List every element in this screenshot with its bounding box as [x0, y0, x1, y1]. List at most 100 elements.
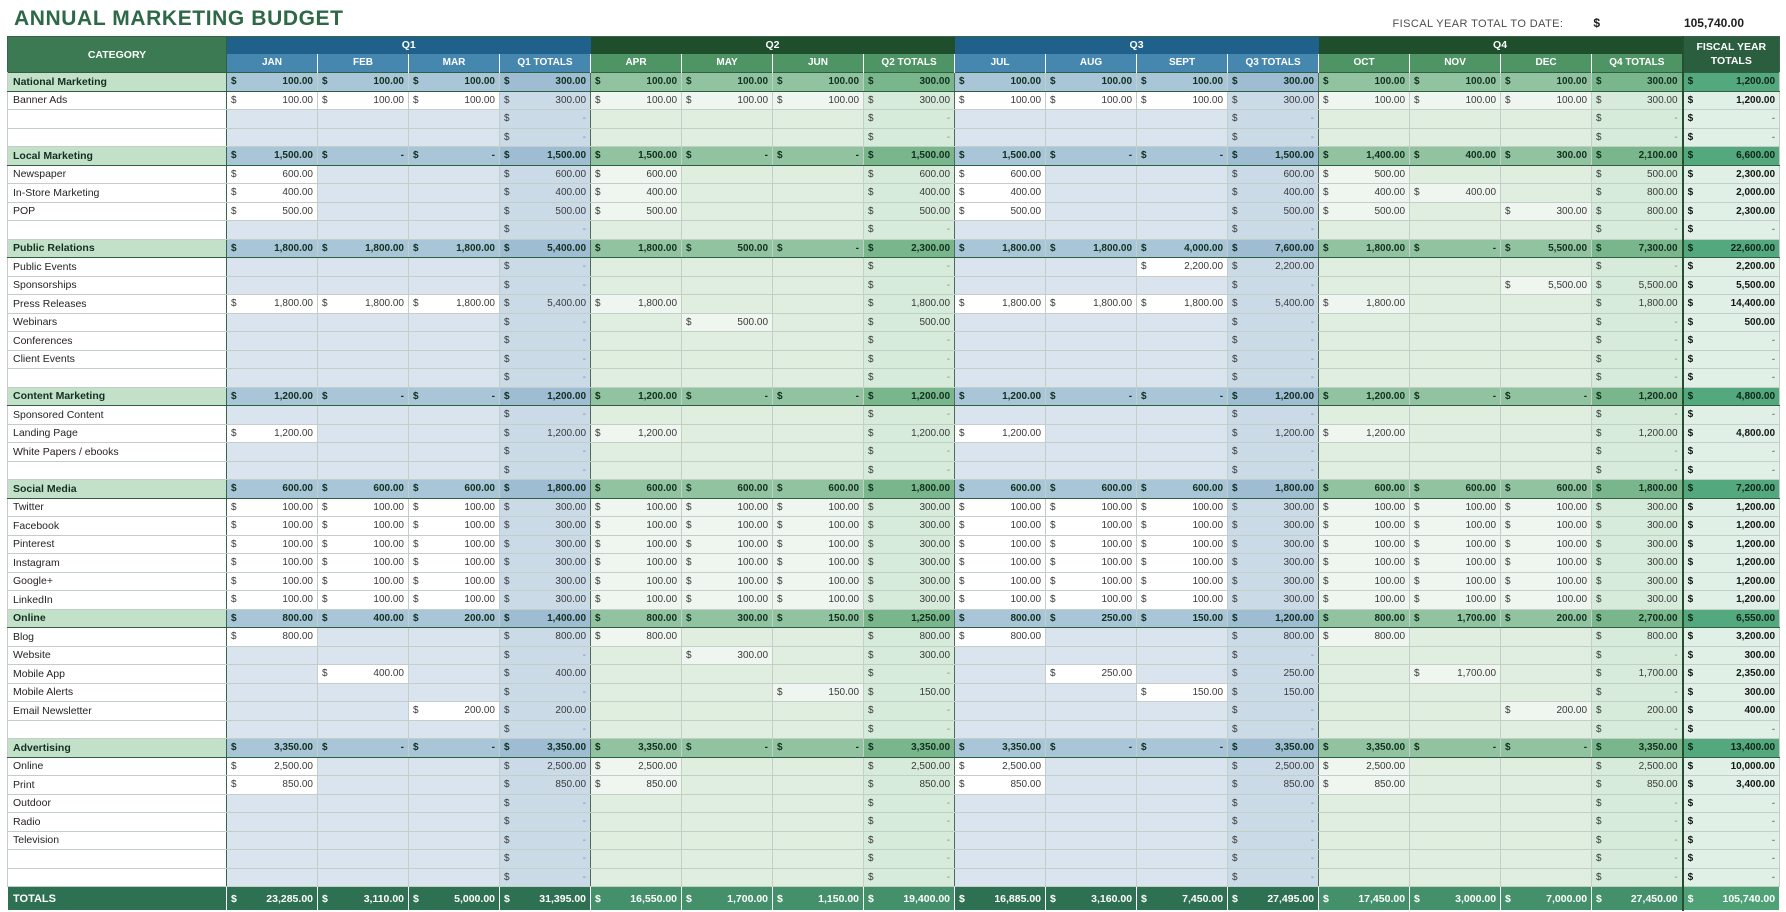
budget-cell[interactable]: $400.00: [498, 183, 592, 203]
budget-cell[interactable]: $300.00: [863, 72, 956, 92]
budget-cell[interactable]: [590, 664, 683, 684]
budget-cell[interactable]: $ -: [1409, 238, 1502, 258]
budget-cell[interactable]: $2,500.00: [1227, 756, 1320, 776]
budget-cell[interactable]: [1318, 812, 1411, 832]
budget-cell[interactable]: [1409, 849, 1502, 869]
budget-cell[interactable]: [681, 368, 774, 388]
budget-cell[interactable]: [226, 460, 318, 480]
budget-cell[interactable]: $ -: [498, 645, 592, 665]
budget-cell[interactable]: $200.00: [1591, 701, 1684, 721]
budget-cell[interactable]: $400.00: [1681, 701, 1781, 721]
budget-cell[interactable]: $1,800.00: [408, 294, 500, 314]
budget-cell[interactable]: [408, 368, 500, 388]
budget-cell[interactable]: $ -: [1591, 442, 1684, 462]
budget-cell[interactable]: [1409, 109, 1502, 129]
budget-cell[interactable]: $ -: [498, 275, 592, 295]
budget-cell[interactable]: [317, 405, 409, 425]
budget-cell[interactable]: $ -: [863, 368, 956, 388]
budget-cell[interactable]: $ -: [1409, 386, 1502, 406]
budget-cell[interactable]: [1500, 164, 1593, 184]
budget-cell[interactable]: [408, 664, 500, 684]
month-header-aug[interactable]: AUG: [1045, 53, 1137, 73]
budget-cell[interactable]: $2,500.00: [1591, 756, 1684, 776]
budget-cell[interactable]: [317, 275, 409, 295]
budget-cell[interactable]: $2,500.00: [498, 756, 592, 776]
budget-cell[interactable]: $100.00: [954, 90, 1047, 110]
budget-cell[interactable]: $ -: [498, 460, 592, 480]
budget-cell[interactable]: [954, 682, 1047, 702]
budget-cell[interactable]: $1,800.00: [226, 294, 318, 314]
budget-cell[interactable]: $ -: [1681, 127, 1781, 147]
totals-cell[interactable]: $31,395.00: [498, 886, 592, 911]
budget-cell[interactable]: [681, 701, 774, 721]
budget-cell[interactable]: $7,200.00: [1681, 479, 1781, 499]
budget-cell[interactable]: $600.00: [1227, 164, 1320, 184]
budget-cell[interactable]: $1,200.00: [1681, 571, 1781, 591]
budget-cell[interactable]: $100.00: [772, 571, 865, 591]
budget-cell[interactable]: $ -: [681, 146, 774, 166]
budget-cell[interactable]: $1,400.00: [1318, 146, 1411, 166]
budget-cell[interactable]: [1136, 849, 1229, 869]
budget-cell[interactable]: $ -: [772, 738, 865, 758]
budget-cell[interactable]: [317, 849, 409, 869]
totals-cell[interactable]: $16,885.00: [954, 886, 1047, 911]
budget-cell[interactable]: $100.00: [226, 516, 318, 536]
budget-cell[interactable]: [954, 349, 1047, 369]
budget-cell[interactable]: $500.00: [1227, 201, 1320, 221]
budget-cell[interactable]: [1045, 127, 1138, 147]
budget-cell[interactable]: $ -: [863, 719, 956, 739]
budget-cell[interactable]: $150.00: [772, 682, 865, 702]
budget-cell[interactable]: $1,200.00: [863, 386, 956, 406]
budget-cell[interactable]: [1500, 849, 1593, 869]
budget-cell[interactable]: [681, 775, 774, 795]
budget-cell[interactable]: $1,800.00: [954, 294, 1047, 314]
month-header-jan[interactable]: JAN: [226, 53, 318, 73]
budget-cell[interactable]: [1500, 349, 1593, 369]
budget-cell[interactable]: $100.00: [1045, 516, 1138, 536]
budget-cell[interactable]: [1409, 682, 1502, 702]
budget-cell[interactable]: [1045, 701, 1138, 721]
budget-cell[interactable]: $100.00: [317, 90, 409, 110]
budget-cell[interactable]: [954, 701, 1047, 721]
budget-cell[interactable]: $100.00: [226, 553, 318, 573]
budget-cell[interactable]: $ -: [1681, 405, 1781, 425]
budget-cell[interactable]: [681, 127, 774, 147]
budget-cell[interactable]: [226, 645, 318, 665]
budget-cell[interactable]: $200.00: [408, 608, 500, 628]
budget-cell[interactable]: $100.00: [1045, 72, 1138, 92]
totals-cell[interactable]: $3,110.00: [317, 886, 409, 911]
budget-cell[interactable]: [954, 257, 1047, 277]
budget-cell[interactable]: $ -: [498, 793, 592, 813]
budget-cell[interactable]: $500.00: [1318, 164, 1411, 184]
budget-cell[interactable]: [772, 645, 865, 665]
budget-cell[interactable]: $ -: [1136, 146, 1229, 166]
budget-cell[interactable]: [1409, 312, 1502, 332]
budget-cell[interactable]: $100.00: [226, 571, 318, 591]
budget-cell[interactable]: [1409, 331, 1502, 351]
budget-cell[interactable]: [590, 849, 683, 869]
row-label[interactable]: Public Events: [7, 257, 227, 277]
totals-cell[interactable]: $1,150.00: [772, 886, 865, 911]
budget-cell[interactable]: [1136, 405, 1229, 425]
budget-cell[interactable]: [590, 275, 683, 295]
budget-cell[interactable]: [1136, 349, 1229, 369]
budget-cell[interactable]: [954, 867, 1047, 887]
budget-cell[interactable]: $300.00: [1591, 90, 1684, 110]
budget-cell[interactable]: $ -: [408, 386, 500, 406]
budget-cell[interactable]: $1,800.00: [1136, 294, 1229, 314]
budget-cell[interactable]: $ -: [1227, 701, 1320, 721]
budget-cell[interactable]: $ -: [498, 682, 592, 702]
budget-cell[interactable]: [590, 867, 683, 887]
row-label[interactable]: Radio: [7, 812, 227, 832]
budget-cell[interactable]: $100.00: [408, 72, 500, 92]
budget-cell[interactable]: $300.00: [1500, 146, 1593, 166]
budget-cell[interactable]: $850.00: [226, 775, 318, 795]
budget-cell[interactable]: $2,200.00: [1136, 257, 1229, 277]
budget-cell[interactable]: $14,400.00: [1681, 294, 1781, 314]
budget-cell[interactable]: [226, 682, 318, 702]
budget-cell[interactable]: $ -: [772, 146, 865, 166]
budget-cell[interactable]: [1500, 812, 1593, 832]
totals-cell[interactable]: $5,000.00: [408, 886, 500, 911]
budget-cell[interactable]: [1409, 756, 1502, 776]
budget-cell[interactable]: $ -: [681, 738, 774, 758]
